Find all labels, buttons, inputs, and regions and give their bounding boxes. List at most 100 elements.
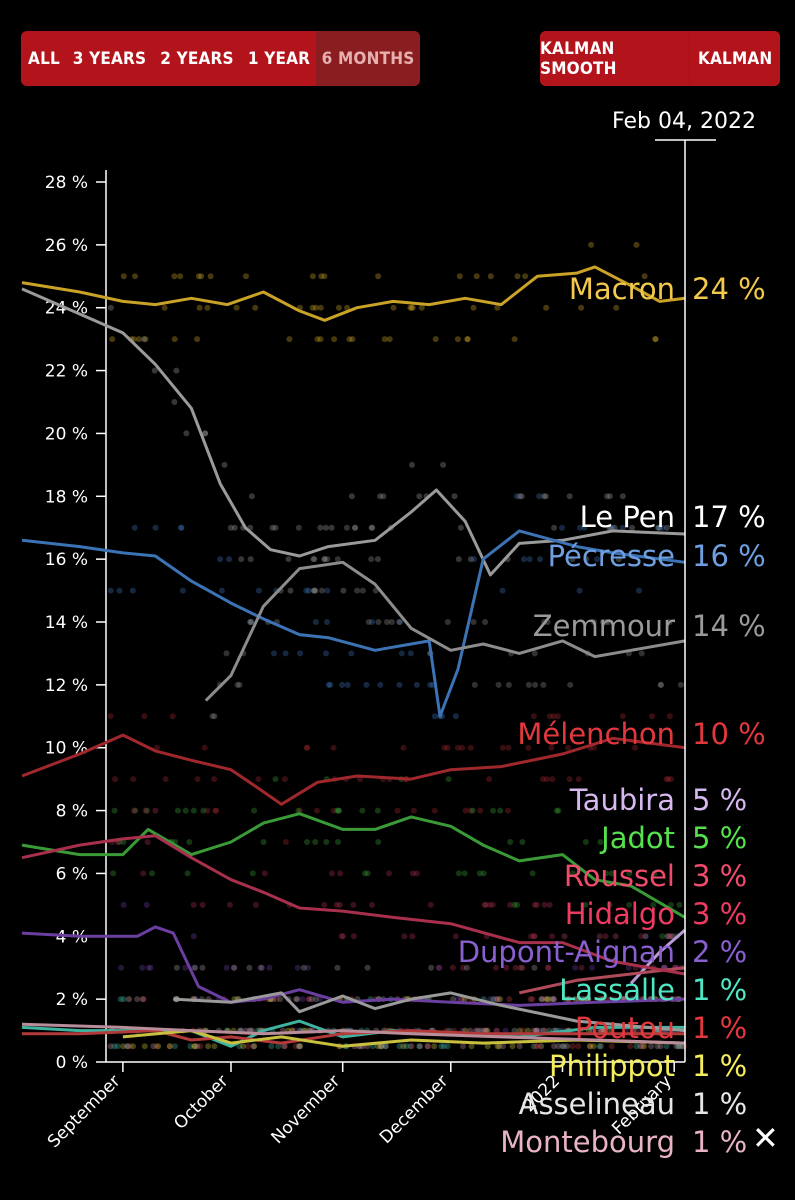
- trend-line-montebourg: [21, 1022, 686, 1045]
- range-all-button[interactable]: ALL: [28, 48, 60, 69]
- poll-dot: [134, 996, 141, 1003]
- poll-dot: [305, 587, 312, 594]
- poll-dot: [418, 304, 425, 311]
- poll-dot: [575, 776, 582, 783]
- poll-dot: [352, 524, 359, 531]
- poll-dot: [657, 681, 664, 688]
- date-cursor[interactable]: Feb 04, 2022: [612, 109, 756, 1062]
- poll-dot: [497, 996, 504, 1003]
- poll-dot: [454, 744, 461, 751]
- poll-dot: [481, 1027, 487, 1034]
- poll-dot: [166, 1043, 173, 1050]
- poll-dot: [649, 713, 655, 720]
- poll-dot: [663, 524, 670, 531]
- poll-dot: [317, 336, 324, 343]
- poll-dot: [444, 1043, 451, 1050]
- range-6-months-button[interactable]: 6 MONTHS: [316, 31, 420, 86]
- poll-dot: [585, 996, 592, 1003]
- poll-dot: [533, 1027, 540, 1034]
- poll-dot: [304, 964, 311, 971]
- poll-dot: [667, 933, 673, 940]
- poll-dot: [343, 524, 350, 531]
- poll-dot: [226, 556, 233, 563]
- poll-dot: [596, 1043, 603, 1050]
- x-tick-label: November: [268, 1071, 345, 1148]
- poll-dot: [467, 744, 474, 751]
- poll-dot: [388, 619, 395, 625]
- poll-dot: [330, 744, 337, 751]
- poll-dot: [517, 964, 524, 971]
- close-icon[interactable]: ✕: [752, 1119, 779, 1157]
- poll-dot: [130, 776, 137, 783]
- poll-dot: [469, 807, 476, 814]
- poll-dot: [664, 933, 671, 940]
- poll-dot: [454, 336, 461, 343]
- poll-dot: [177, 273, 184, 280]
- poll-dot: [140, 336, 147, 343]
- poll-dot: [540, 776, 546, 783]
- poll-dot: [550, 996, 557, 1003]
- poll-dot: [251, 1043, 258, 1050]
- poll-dot: [619, 524, 626, 531]
- poll-dot: [561, 933, 568, 940]
- poll-dot: [654, 1043, 661, 1050]
- poll-dot: [174, 807, 181, 814]
- candidate-labels: Macron 24 % Le Pen 17 % Pécresse 16 % Zemmour 1…: [458, 272, 766, 1159]
- poll-dot: [126, 1043, 133, 1050]
- range-1-year-button[interactable]: 1 YEAR: [247, 48, 311, 69]
- poll-dot: [540, 681, 547, 688]
- poll-dot: [511, 901, 518, 908]
- poll-dot: [295, 524, 302, 531]
- poll-dot: [530, 1043, 537, 1050]
- poll-dot: [575, 1043, 582, 1050]
- poll-dot: [171, 273, 178, 280]
- poll-dot: [281, 1043, 288, 1050]
- poll-dot: [659, 524, 666, 531]
- poll-dot: [305, 996, 312, 1003]
- poll-dot: [676, 901, 683, 908]
- range-3-years-button[interactable]: 3 YEARS: [72, 48, 147, 69]
- poll-dot: [255, 587, 262, 594]
- kalman-smooth-button[interactable]: KALMAN SMOOTH: [540, 31, 691, 86]
- poll-dot: [152, 807, 159, 814]
- poll-dot: [363, 681, 370, 688]
- poll-dot: [408, 1043, 415, 1050]
- poll-dot: [470, 556, 477, 563]
- poll-dot: [410, 807, 417, 814]
- poll-dot: [540, 1027, 546, 1034]
- poll-dot: [663, 1043, 670, 1050]
- poll-dot: [585, 996, 592, 1003]
- poll-dot: [120, 273, 127, 280]
- poll-dot: [482, 1027, 489, 1034]
- poll-dot: [543, 776, 550, 783]
- poll-dot: [603, 619, 609, 625]
- kalman-button[interactable]: KALMAN: [690, 31, 780, 86]
- poll-dot: [668, 776, 675, 783]
- poll-dot: [407, 1043, 414, 1050]
- poll-dot: [169, 713, 176, 720]
- poll-dot: [546, 713, 553, 720]
- poll-dot: [424, 1043, 431, 1050]
- poll-dot: [140, 870, 147, 877]
- poll-dot: [507, 901, 514, 908]
- poll-dot: [139, 996, 146, 1003]
- poll-dot: [595, 1027, 602, 1034]
- poll-dot: [167, 1043, 173, 1050]
- poll-dot: [257, 964, 264, 971]
- poll-dot: [679, 1043, 686, 1050]
- poll-dot: [217, 556, 224, 563]
- poll-dot: [248, 493, 255, 500]
- poll-dot: [362, 870, 368, 877]
- poll-dot: [666, 933, 673, 940]
- range-2-years-button[interactable]: 2 YEARS: [160, 48, 234, 69]
- poll-dot: [374, 556, 381, 563]
- poll-dot: [400, 1043, 407, 1050]
- poll-dot: [581, 524, 588, 531]
- poll-dot: [527, 996, 534, 1003]
- poll-dot: [602, 933, 609, 940]
- poll-dot: [587, 1043, 594, 1050]
- trend-line-poutou: [22, 1029, 685, 1045]
- label-name-macron: Macron: [569, 272, 675, 306]
- poll-dot: [359, 807, 366, 814]
- poll-dot: [576, 587, 583, 594]
